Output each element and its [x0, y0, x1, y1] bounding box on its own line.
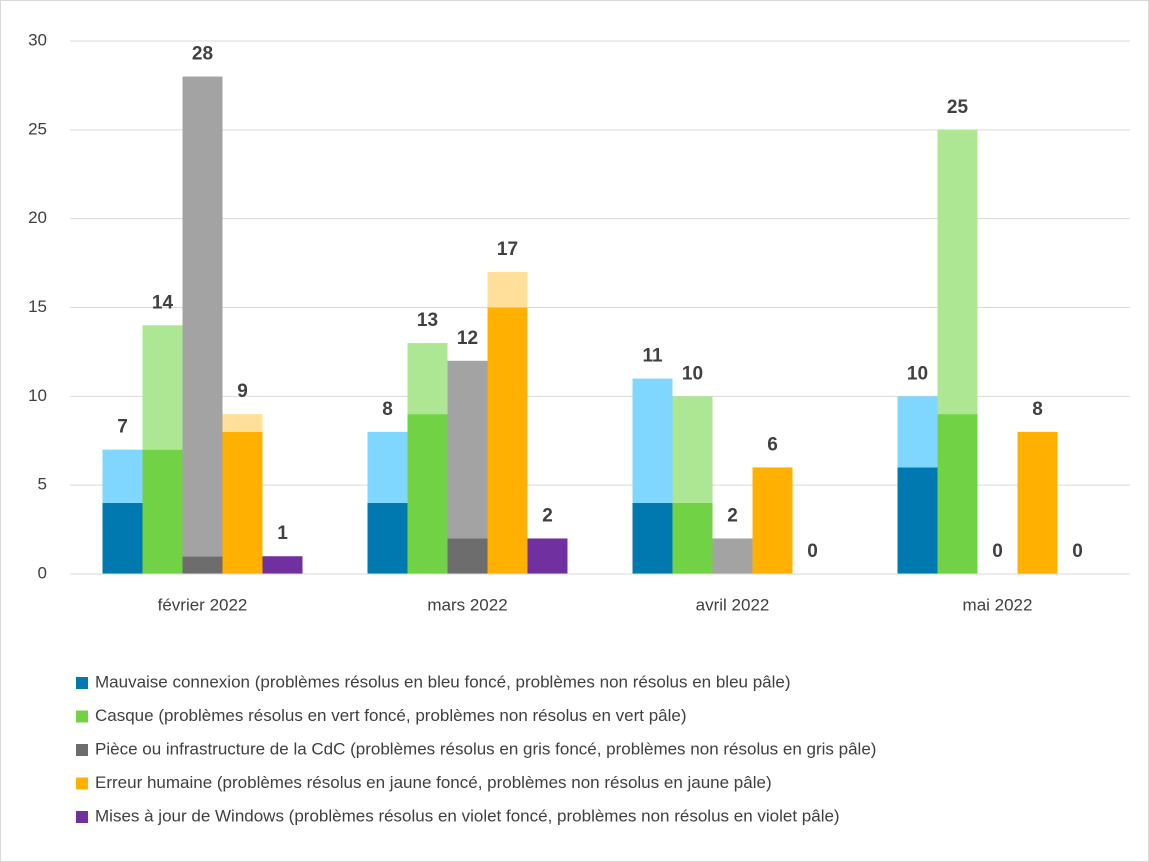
data-label: 13 — [417, 310, 438, 331]
bar-unresolved — [897, 396, 938, 468]
bar-resolved — [262, 556, 303, 574]
bar-unresolved — [102, 449, 143, 503]
data-label: 1 — [277, 523, 288, 544]
legend-label: Casque (problèmes résolus en vert foncé,… — [95, 706, 687, 725]
bar-resolved — [142, 449, 183, 574]
data-label: 8 — [382, 399, 393, 420]
legend-label: Mauvaise connexion (problèmes résolus en… — [95, 672, 791, 691]
y-tick-label: 0 — [38, 563, 47, 582]
data-label: 28 — [192, 44, 213, 65]
legend-swatch — [76, 677, 88, 689]
legend-label: Mises à jour de Windows (problèmes résol… — [95, 806, 840, 825]
bar-unresolved — [712, 538, 753, 574]
y-tick-label: 25 — [28, 119, 47, 138]
bar-unresolved — [142, 325, 183, 450]
y-tick-label: 20 — [28, 208, 47, 227]
data-label: 6 — [767, 434, 778, 455]
bar-resolved — [1017, 431, 1058, 574]
bar-resolved — [897, 467, 938, 574]
x-tick-label: avril 2022 — [696, 595, 770, 614]
bar-resolved — [407, 414, 448, 574]
y-tick-label: 10 — [28, 386, 47, 405]
data-label: 10 — [907, 363, 928, 384]
bar-resolved — [102, 502, 143, 574]
data-label: 8 — [1032, 399, 1043, 420]
bar-resolved — [182, 556, 223, 574]
bar-unresolved — [367, 431, 408, 503]
data-label: 17 — [497, 239, 518, 260]
legend-swatch — [76, 710, 88, 723]
bar-resolved — [632, 502, 673, 574]
x-tick-label: mars 2022 — [427, 595, 507, 614]
bar-unresolved — [672, 396, 713, 503]
data-label: 12 — [457, 328, 478, 349]
data-label: 10 — [682, 363, 703, 384]
y-tick-label: 5 — [38, 475, 47, 494]
data-label: 0 — [1072, 541, 1083, 562]
bar-resolved — [672, 502, 713, 574]
bar-unresolved — [407, 343, 448, 415]
bar-unresolved — [222, 414, 263, 432]
data-label: 9 — [237, 381, 248, 402]
bar-resolved — [447, 538, 488, 574]
bar-unresolved — [632, 378, 673, 503]
bar-resolved — [367, 502, 408, 574]
legend-swatch — [76, 777, 88, 790]
bar-unresolved — [182, 76, 223, 557]
data-label: 0 — [807, 541, 818, 562]
data-label: 2 — [727, 505, 738, 526]
data-label: 2 — [542, 505, 553, 526]
data-label: 7 — [117, 417, 128, 438]
bar-resolved — [222, 431, 263, 574]
data-label: 25 — [947, 97, 969, 118]
x-tick-label: mai 2022 — [963, 595, 1033, 614]
bar-resolved — [937, 414, 978, 574]
x-tick-label: février 2022 — [158, 595, 248, 614]
bar-unresolved — [937, 129, 978, 415]
legend-label: Erreur humaine (problèmes résolus en jau… — [95, 773, 772, 792]
data-label: 0 — [992, 541, 1003, 562]
y-tick-label: 30 — [28, 30, 47, 49]
bar-resolved — [487, 307, 528, 574]
data-label: 14 — [152, 292, 174, 313]
bar-unresolved — [447, 360, 488, 539]
bar-resolved — [527, 538, 568, 574]
data-label: 11 — [642, 346, 663, 367]
bar-unresolved — [487, 271, 528, 308]
y-tick-label: 15 — [28, 297, 47, 316]
legend-swatch — [76, 811, 88, 823]
legend-label: Pièce ou infrastructure de la CdC (probl… — [95, 739, 876, 758]
bar-resolved — [752, 467, 793, 574]
legend-swatch — [76, 744, 88, 756]
